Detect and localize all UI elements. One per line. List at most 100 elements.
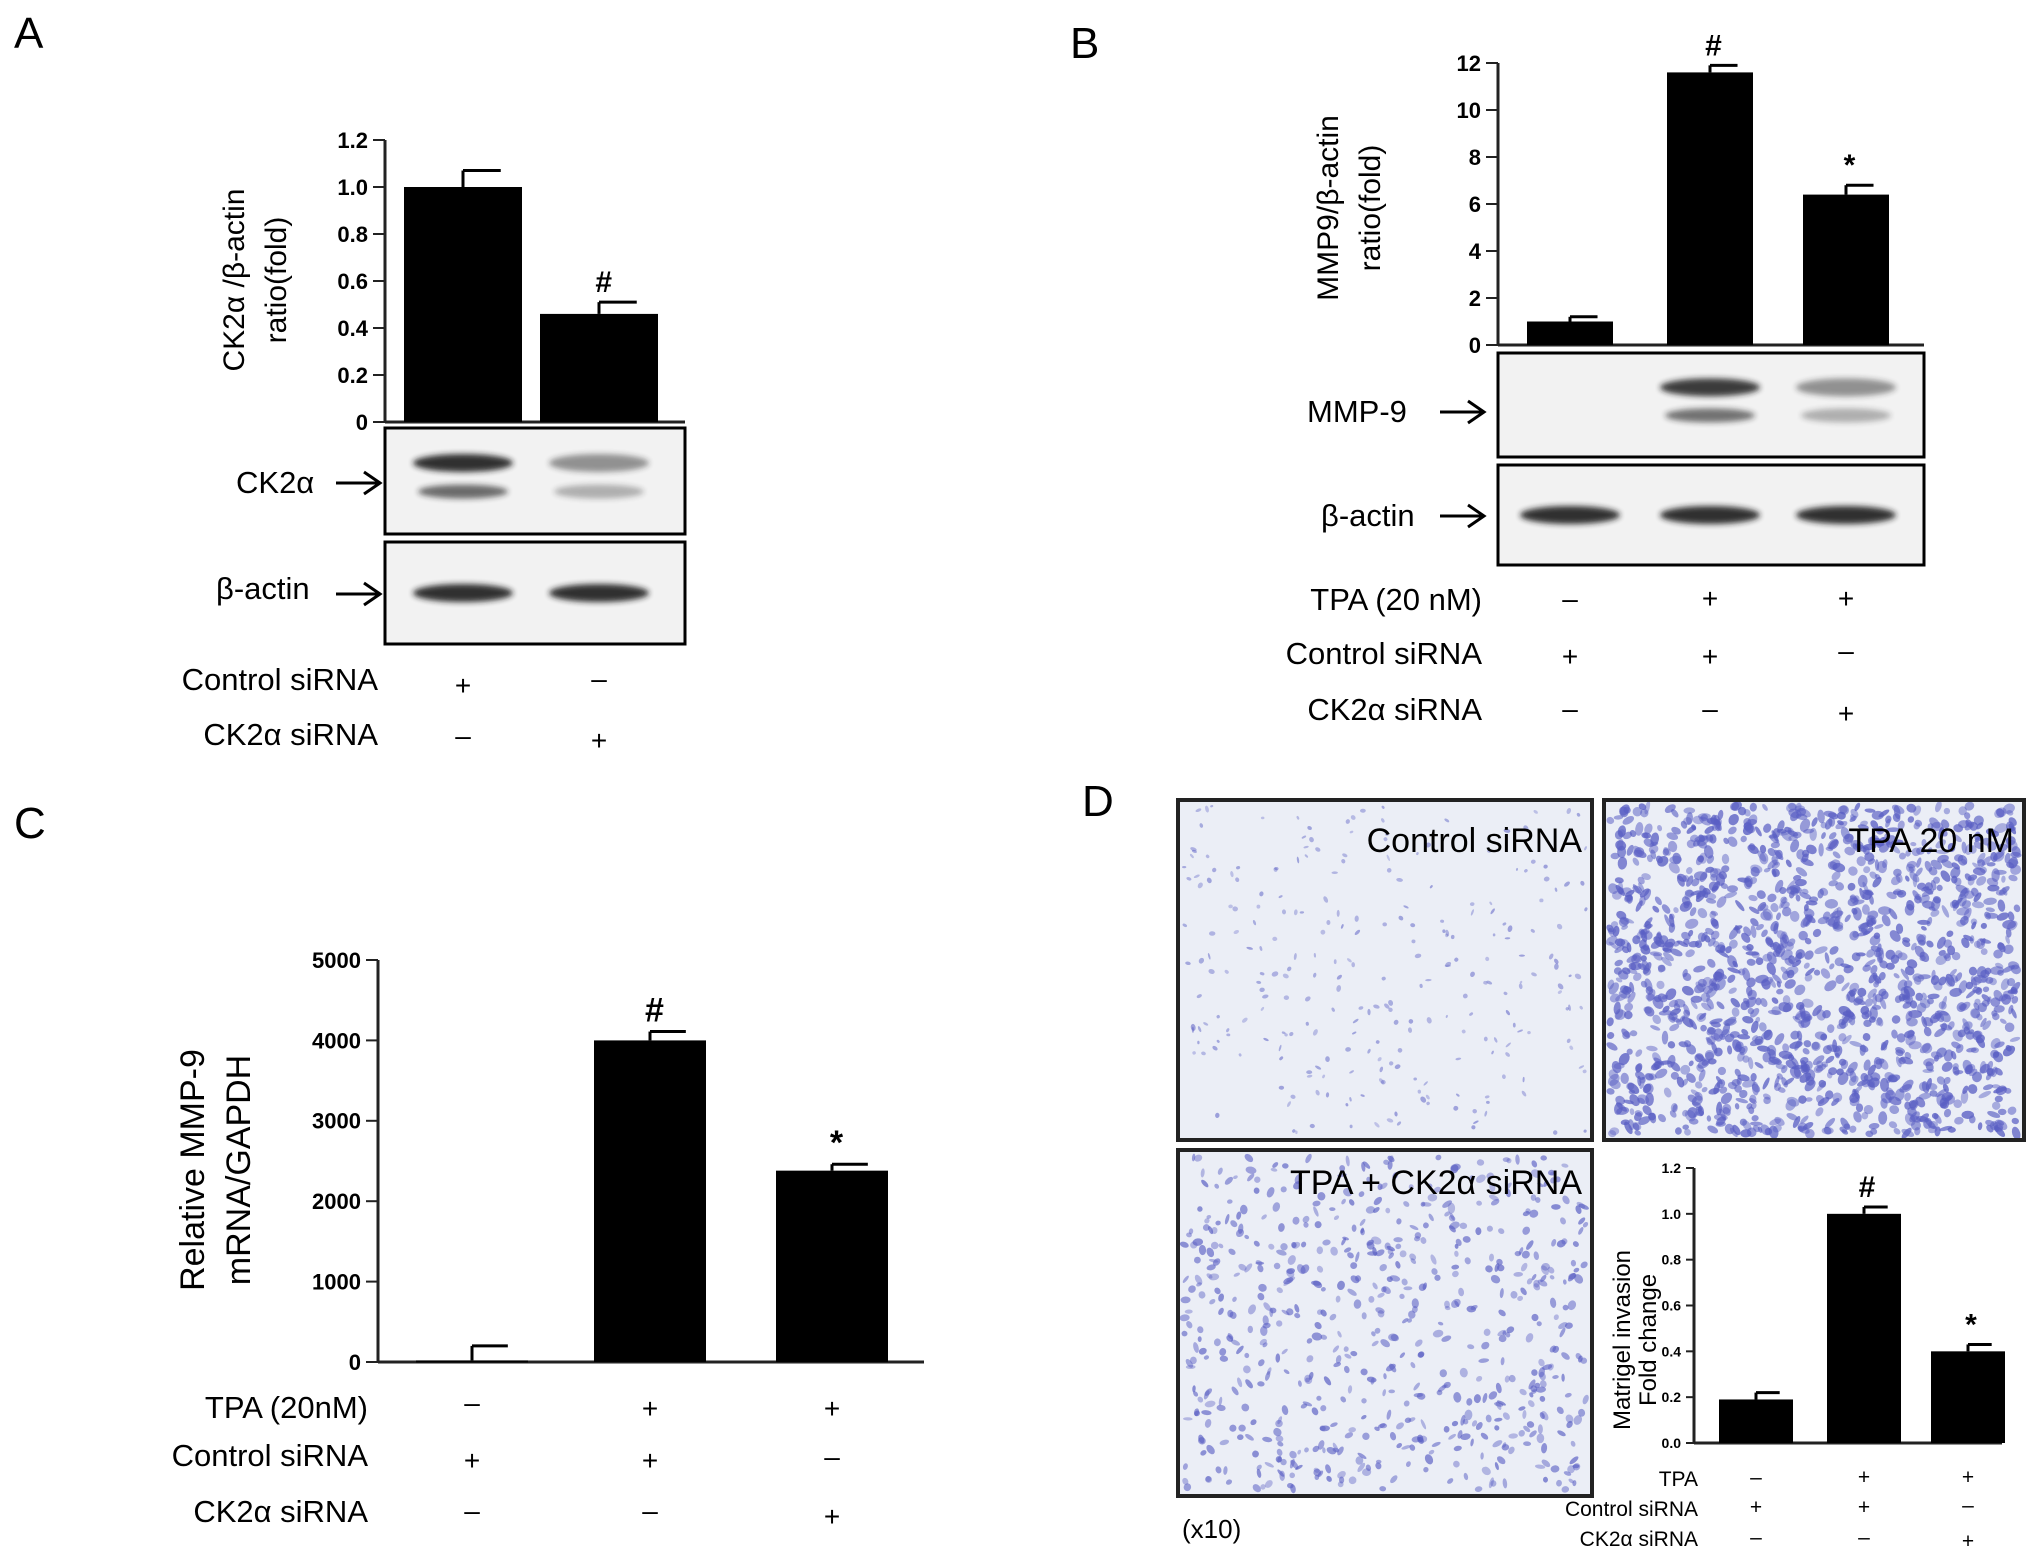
y-tick-label: 4000 — [312, 1028, 361, 1053]
stained-cell — [1276, 1249, 1287, 1256]
stained-cell — [1616, 838, 1624, 851]
stained-cell — [1281, 1309, 1290, 1316]
stained-cell — [1272, 1162, 1279, 1168]
blot-band — [1796, 506, 1896, 524]
y-tick-label: 6 — [1469, 192, 1481, 217]
stained-cell — [1476, 1174, 1486, 1183]
stained-cell — [1451, 1420, 1459, 1427]
stained-cell — [1294, 1174, 1303, 1184]
stained-cell — [1287, 1255, 1296, 1265]
stained-cell — [1277, 1416, 1283, 1425]
stained-cell — [1782, 1043, 1790, 1053]
y-tick-label: 2 — [1469, 286, 1481, 311]
panel-a-sign: – — [591, 663, 607, 694]
stained-cell — [1534, 1464, 1546, 1469]
stained-cell — [2004, 1022, 2015, 1033]
stained-cell — [1941, 1061, 1953, 1072]
stained-cell — [1860, 820, 1868, 826]
stained-cell — [1775, 944, 1786, 958]
stained-cell — [1531, 1169, 1541, 1178]
stained-cell — [1238, 1424, 1246, 1432]
stained-cell — [1798, 1020, 1805, 1029]
stained-cell — [1688, 1118, 1699, 1125]
stained-cell — [1761, 1029, 1772, 1040]
stained-cell — [1677, 873, 1687, 882]
stained-cell — [1278, 1085, 1285, 1090]
stained-cell — [1276, 1448, 1283, 1456]
stained-cell — [1561, 1373, 1565, 1382]
stained-cell — [1815, 1094, 1825, 1104]
stained-cell — [1690, 995, 1703, 1003]
stained-cell — [1488, 1391, 1498, 1400]
stained-cell — [1204, 1218, 1210, 1224]
stained-cell — [1939, 828, 1948, 837]
stained-cell — [1804, 950, 1814, 960]
stained-cell — [1366, 1241, 1375, 1250]
panel-a-blot-actin-bands — [413, 584, 649, 602]
stained-cell — [1502, 1412, 1510, 1420]
stained-cell — [1341, 858, 1346, 864]
stained-cell — [1973, 892, 1982, 902]
stained-cell — [1554, 963, 1559, 970]
stained-cell — [1236, 866, 1241, 870]
bar — [404, 187, 522, 422]
stained-cell — [1718, 871, 1727, 880]
stained-cell — [1642, 1083, 1652, 1094]
stained-cell — [1755, 923, 1764, 931]
stained-cell — [1296, 856, 1300, 864]
stained-cell — [1346, 958, 1352, 963]
stained-cell — [1638, 1116, 1651, 1125]
stained-cell — [1815, 1064, 1827, 1072]
stained-cell — [1282, 973, 1289, 979]
stained-cell — [1686, 875, 1694, 887]
stained-cell — [1790, 839, 1800, 853]
stained-cell — [1957, 855, 1968, 866]
stained-cell — [1872, 876, 1882, 888]
stained-cell — [1488, 1253, 1495, 1262]
stained-cell — [1672, 852, 1682, 865]
panel-c-letter: C — [14, 799, 46, 848]
stained-cell — [1411, 1298, 1419, 1309]
stained-cell — [1769, 978, 1777, 988]
stained-cell — [1536, 1321, 1542, 1327]
stained-cell — [1802, 1015, 1812, 1023]
stained-cell — [1276, 1287, 1283, 1294]
stained-cell — [1879, 960, 1888, 969]
stained-cell — [1734, 1068, 1741, 1077]
stained-cell — [1582, 1394, 1589, 1405]
stained-cell — [1835, 821, 1848, 830]
stained-cell — [1781, 831, 1792, 842]
stained-cell — [1361, 1398, 1367, 1404]
stained-cell — [1194, 1154, 1203, 1162]
stained-cell — [1803, 904, 1809, 912]
stained-cell — [1971, 901, 1985, 909]
stained-cell — [1535, 1386, 1546, 1393]
stained-cell — [1467, 1344, 1475, 1350]
stained-cell — [1867, 1081, 1875, 1091]
stained-cell — [1933, 1054, 1940, 1062]
stained-cell — [1510, 1291, 1518, 1299]
stained-cell — [1521, 1250, 1530, 1259]
stained-cell — [1396, 877, 1403, 882]
stained-cell — [1554, 887, 1558, 892]
stained-cell — [1784, 979, 1796, 989]
stained-cell — [1668, 862, 1680, 874]
stained-cell — [1902, 937, 1911, 943]
stained-cell — [1645, 1092, 1654, 1106]
stained-cell — [1386, 1409, 1392, 1420]
stained-cell — [1368, 1296, 1375, 1303]
stained-cell — [1727, 836, 1738, 847]
stained-cell — [1583, 1129, 1587, 1133]
stained-cell — [1579, 1005, 1583, 1010]
stained-cell — [1832, 862, 1846, 873]
stained-cell — [1616, 938, 1623, 948]
stained-cell — [1666, 832, 1679, 840]
stained-cell — [1472, 1108, 1477, 1114]
stained-cell — [1343, 1187, 1353, 1197]
stained-cell — [1211, 1227, 1218, 1234]
stained-cell — [1519, 1388, 1527, 1396]
panel-b-blot-mmp9-arrow — [1440, 399, 1487, 425]
stained-cell — [1565, 1007, 1570, 1011]
stained-cell — [1411, 1305, 1418, 1313]
stained-cell — [1782, 1002, 1794, 1013]
